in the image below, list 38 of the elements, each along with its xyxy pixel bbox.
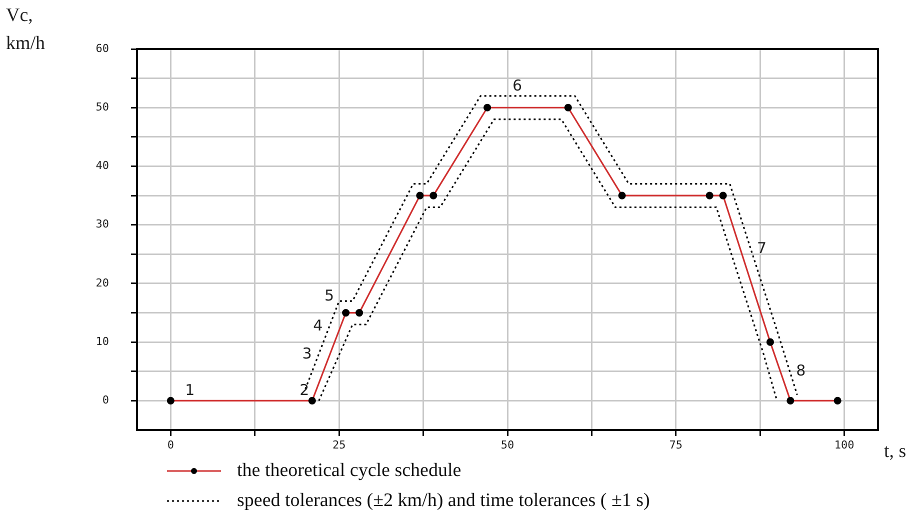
point: [430, 192, 438, 200]
point: [786, 396, 794, 404]
point: [342, 308, 350, 317]
point: [766, 338, 774, 346]
annotation: 4: [313, 316, 323, 335]
point: [706, 192, 714, 200]
x-tick-label: 100: [834, 438, 854, 452]
annotation: 6: [512, 76, 522, 94]
y-tick-label: 60: [96, 42, 109, 55]
point: [356, 308, 364, 317]
x-axis-title: t, s: [884, 440, 906, 462]
x-tick-label: 50: [500, 438, 514, 452]
point: [719, 192, 727, 200]
y-tick-label: 50: [96, 100, 109, 114]
point: [483, 104, 492, 112]
point: [416, 192, 424, 200]
y-tick-label: 30: [96, 218, 109, 231]
annotation: 5: [324, 286, 334, 305]
x-tick-label: 75: [669, 438, 683, 452]
point: [308, 396, 316, 404]
x-tick-label: 0: [167, 438, 174, 452]
point: [166, 396, 174, 404]
y-axis-title: Vc, km/h: [6, 4, 46, 54]
point: [618, 192, 626, 200]
annotation: 1: [185, 381, 195, 400]
x-tick-label: 25: [332, 438, 346, 452]
annotation: 3: [302, 344, 312, 363]
y-tick-label: 10: [96, 334, 109, 348]
point: [564, 104, 572, 112]
y-tick-label: 20: [96, 276, 109, 290]
legend-label: the theoretical cycle schedule: [237, 460, 462, 482]
legend-label: speed tolerances (±2 km/h) and time tolerances ( ±1 s): [237, 490, 650, 512]
annotation: 2: [300, 381, 310, 400]
annotation: 7: [757, 239, 767, 258]
annotation: 8: [796, 362, 806, 380]
point: [834, 396, 842, 404]
y-tick-label: 40: [96, 159, 109, 172]
y-tick-label: 0: [102, 394, 109, 407]
